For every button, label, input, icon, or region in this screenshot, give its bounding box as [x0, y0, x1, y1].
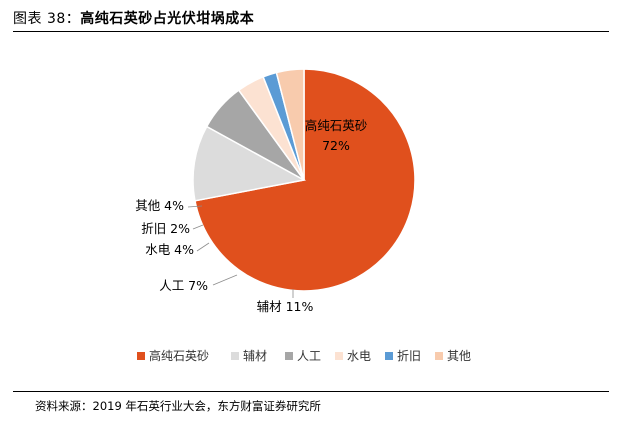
legend-swatch — [335, 352, 343, 360]
legend-swatch — [285, 352, 293, 360]
legend-swatch — [435, 352, 443, 360]
legend-label: 人工 — [297, 349, 321, 363]
slice-label: 人工 7% — [159, 278, 208, 293]
figure-title: 图表 38：高纯石英砂占光伏坩埚成本 — [13, 8, 254, 28]
pie-slice — [192, 125, 307, 202]
slice-label-name: 高纯石英砂 — [305, 118, 368, 133]
leader-line — [212, 274, 238, 286]
legend-label: 水电 — [347, 349, 371, 363]
figure-title-text: 高纯石英砂占光伏坩埚成本 — [80, 11, 255, 27]
pie-slice — [275, 68, 305, 181]
figure-title-prefix: 图表 38： — [13, 11, 81, 27]
leader-line — [187, 205, 203, 208]
slice-label: 辅材 11% — [257, 299, 314, 314]
legend-label: 其他 — [447, 349, 471, 363]
legend-label: 折旧 — [397, 348, 421, 363]
legend-swatch — [385, 352, 393, 360]
legend-label: 高纯石英砂 — [149, 348, 209, 363]
source-note: 资料来源：2019 年石英行业大会，东方财富证券研究所 — [35, 399, 321, 413]
slice-label: 水电 4% — [145, 242, 194, 257]
leader-line — [196, 242, 210, 252]
slice-label-value: 72% — [322, 138, 350, 153]
legend-swatch — [137, 352, 145, 360]
title-rule — [13, 31, 609, 32]
leader-line — [192, 224, 204, 230]
slice-label: 折旧 2% — [141, 221, 190, 236]
slice-label: 其他 4% — [135, 198, 184, 213]
legend-label: 辅材 — [243, 349, 267, 363]
legend-swatch — [231, 352, 239, 360]
source-rule — [13, 391, 609, 392]
